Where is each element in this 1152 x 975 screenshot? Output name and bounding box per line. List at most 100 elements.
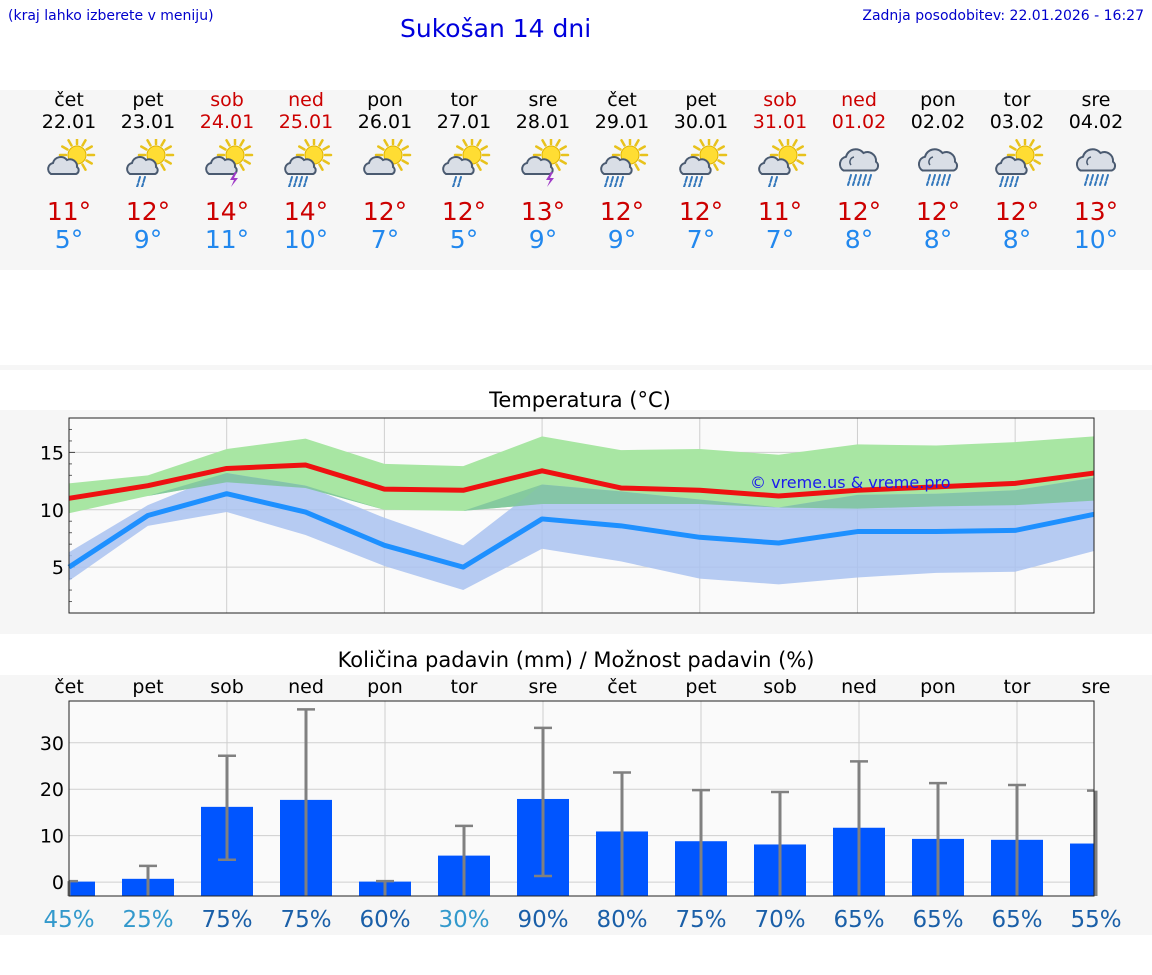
- cloud-icon: [442, 156, 475, 175]
- rain-icon: [847, 174, 872, 186]
- temp-max: 12°: [915, 197, 961, 226]
- day-forecast: pet 30.01 12° 7°: [661, 89, 741, 259]
- cloud-heavy-rain-icon: [917, 148, 959, 186]
- day-name: pet: [685, 89, 717, 111]
- category-label: sob: [210, 676, 244, 698]
- sun-cloud-rain-icon: [442, 139, 491, 187]
- plot-frame: [68, 700, 1095, 897]
- error-bar: [771, 790, 789, 896]
- day-forecast: sob 31.01 11° 7°: [740, 89, 820, 259]
- temp-max: 12°: [599, 197, 645, 226]
- rain-icon: [1084, 174, 1109, 186]
- temp-min: 8°: [844, 225, 874, 254]
- day-name: ned: [841, 89, 877, 111]
- temp-min: 10°: [283, 225, 329, 254]
- max-temp-line: [68, 462, 1095, 501]
- precipitation-bar: [1070, 843, 1094, 896]
- day-date: 24.01: [199, 111, 255, 133]
- sun-cloud-thunder-icon: [205, 139, 254, 187]
- precipitation-chart-title: Količina padavin (mm) / Možnost padavin …: [337, 648, 815, 672]
- precipitation-probability: 75%: [201, 907, 252, 933]
- precipitation-probability: 30%: [438, 907, 489, 933]
- day-name: sre: [1081, 89, 1111, 111]
- rain-icon: [452, 176, 462, 187]
- last-updated: Zadnja posodobitev: 22.01.2026 - 16:27: [862, 8, 1144, 24]
- cloud-icon: [600, 156, 633, 175]
- sun-cloud-heavy-rain-icon: [679, 139, 728, 187]
- temp-min: 7°: [686, 225, 716, 254]
- temp-max: 14°: [283, 197, 329, 226]
- day-forecast: ned 25.01 14° 10°: [266, 89, 346, 259]
- category-label: ned: [288, 676, 324, 698]
- category-label: ned: [841, 676, 877, 698]
- error-bar: [218, 754, 236, 862]
- day-name: ned: [288, 89, 324, 111]
- y-tick-label: 10: [40, 826, 64, 848]
- precipitation-probability: 65%: [833, 907, 884, 933]
- error-bar: [692, 788, 710, 896]
- precipitation-probability: 75%: [675, 907, 726, 933]
- sun-icon: [453, 139, 491, 174]
- temp-min: 9°: [133, 225, 163, 254]
- band-overlap: [69, 473, 1094, 514]
- temp-min: 7°: [370, 225, 400, 254]
- error-bar: [1087, 789, 1098, 896]
- day-name: sob: [210, 89, 244, 111]
- sun-cloud-heavy-rain-icon: [600, 139, 649, 187]
- day-date: 25.01: [278, 111, 334, 133]
- day-forecast: sre 04.02 13° 10°: [1056, 89, 1136, 259]
- rain-icon: [926, 174, 951, 186]
- error-bar: [1008, 783, 1026, 896]
- rain-icon: [768, 176, 778, 187]
- precipitation-probability: 55%: [1070, 907, 1121, 933]
- temp-min: 5°: [54, 225, 84, 254]
- temp-max: 13°: [1073, 197, 1119, 226]
- day-date: 04.02: [1068, 111, 1124, 133]
- temp-max: 12°: [362, 197, 408, 226]
- precipitation-chart: čet pet sob ned pon tor sre čet pet sob ned pon tor s…: [40, 676, 1122, 933]
- precipitation-probability: 65%: [912, 907, 963, 933]
- cloud-icon: [205, 156, 238, 175]
- day-name: sre: [528, 89, 558, 111]
- temp-max: 14°: [204, 197, 250, 226]
- day-forecast: ned 01.02 12° 8°: [819, 89, 899, 259]
- temp-min: 8°: [1002, 225, 1032, 254]
- day-date: 02.02: [910, 111, 966, 133]
- temperature-chart-title: Temperatura (°C): [489, 388, 671, 412]
- precipitation-probability: 70%: [754, 907, 805, 933]
- cloud-icon: [1075, 148, 1117, 172]
- category-label: čet: [607, 676, 637, 698]
- temp-max: 12°: [994, 197, 1040, 226]
- category-label: čet: [54, 676, 84, 698]
- day-date: 03.02: [989, 111, 1045, 133]
- error-bar: [929, 781, 947, 896]
- day-forecast: tor 03.02 12° 8°: [977, 89, 1057, 259]
- day-date: 31.01: [752, 111, 808, 133]
- category-label: pon: [920, 676, 956, 698]
- temp-max: 12°: [441, 197, 487, 226]
- temp-min: 10°: [1073, 225, 1119, 254]
- rain-icon: [999, 176, 1019, 187]
- error-bar: [455, 824, 473, 896]
- sun-cloud-icon: [47, 139, 96, 175]
- day-forecast: čet 22.01 11° 5°: [29, 89, 109, 259]
- precipitation-bar: [69, 881, 95, 896]
- rain-icon: [136, 176, 146, 187]
- temp-max: 11°: [757, 197, 803, 226]
- day-name: pon: [920, 89, 956, 111]
- rain-icon: [683, 176, 703, 187]
- rain-icon: [288, 176, 308, 187]
- day-name: tor: [1003, 89, 1031, 111]
- rain-icon: [604, 176, 624, 187]
- category-label: pon: [367, 676, 403, 698]
- cloud-icon: [363, 156, 396, 175]
- category-label: sob: [763, 676, 797, 698]
- day-name: čet: [54, 89, 84, 111]
- day-date: 28.01: [515, 111, 571, 133]
- temp-min: 11°: [204, 225, 250, 254]
- error-bar: [297, 708, 315, 896]
- cloud-icon: [917, 148, 959, 172]
- cloud-icon: [679, 156, 712, 175]
- cloud-icon: [47, 156, 80, 175]
- day-forecast: pon 26.01 12° 7°: [345, 89, 425, 259]
